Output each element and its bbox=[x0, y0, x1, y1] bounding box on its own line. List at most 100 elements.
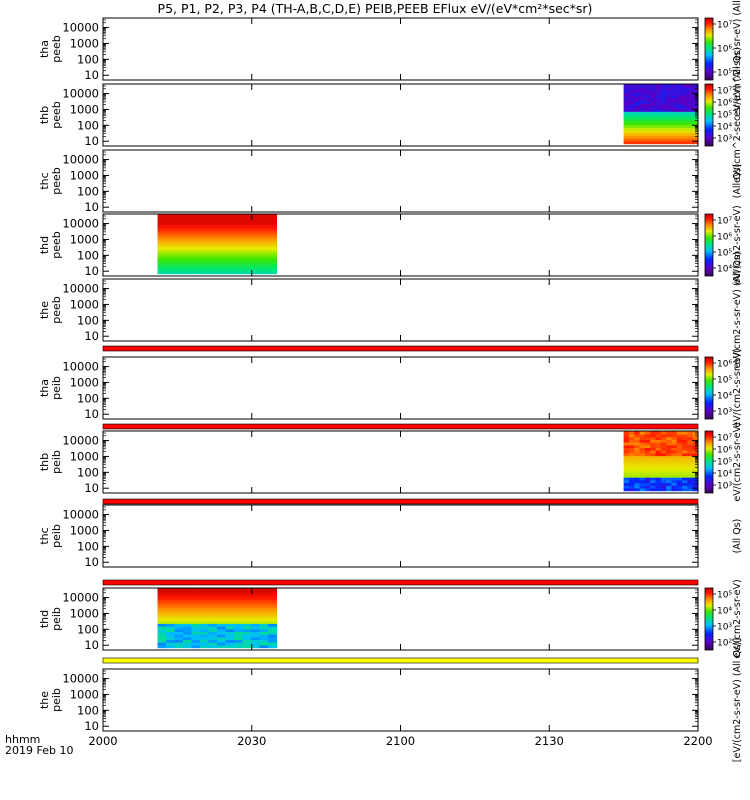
spectrogram-cell bbox=[225, 241, 235, 245]
spectrogram-cell bbox=[660, 89, 667, 93]
spectrogram-cell bbox=[676, 450, 683, 454]
spectrogram-cell bbox=[268, 262, 278, 267]
spectrogram-cell bbox=[639, 442, 646, 446]
spectrogram-cell bbox=[650, 477, 656, 481]
colorbar-tick-label: 10⁵ bbox=[717, 69, 732, 79]
spectrogram-cell bbox=[234, 593, 244, 597]
spectrogram-cell bbox=[644, 436, 651, 440]
spectrogram-cell bbox=[650, 103, 656, 107]
spectrogram-cell bbox=[666, 466, 672, 470]
spectrogram-cell bbox=[666, 463, 672, 467]
spectrogram-cell bbox=[225, 604, 235, 608]
spectrogram-cell bbox=[174, 615, 184, 619]
spectrogram-cell bbox=[217, 249, 227, 253]
spectrogram-cell bbox=[644, 463, 651, 467]
spectrogram-cell bbox=[183, 588, 193, 592]
spectrogram-cell bbox=[623, 485, 630, 489]
spectrogram-cell bbox=[644, 471, 651, 475]
panel-frame bbox=[102, 356, 699, 420]
spectrogram-cell bbox=[225, 636, 235, 641]
spectrogram-cell bbox=[157, 268, 167, 272]
spectrogram-cell bbox=[200, 214, 210, 218]
spectrogram-cell bbox=[655, 466, 662, 470]
spectrogram-cell bbox=[666, 140, 672, 145]
spectrogram-cell bbox=[660, 92, 667, 96]
spectrogram-cell bbox=[157, 636, 167, 641]
spectrogram-cell bbox=[666, 485, 672, 489]
spectrogram-cell bbox=[268, 222, 278, 226]
spectrogram-cell bbox=[671, 92, 678, 96]
spectrogram-cell bbox=[217, 609, 227, 614]
spectrogram-cell bbox=[183, 254, 193, 258]
spectrogram-cell bbox=[251, 241, 261, 245]
spectrogram-cell bbox=[174, 628, 184, 632]
spectrogram-cell bbox=[157, 257, 167, 261]
panel-frame bbox=[102, 17, 699, 81]
spectrogram-cell bbox=[251, 599, 261, 603]
spectrogram-cell bbox=[157, 609, 167, 614]
spectrogram-cell bbox=[623, 97, 630, 102]
spectrogram-cell bbox=[687, 140, 694, 145]
spectrogram-cell bbox=[183, 260, 193, 264]
spectrogram-cell bbox=[166, 227, 176, 232]
spectrogram-cell bbox=[157, 270, 167, 275]
spectrogram-cell bbox=[234, 626, 244, 630]
spectrogram-cell bbox=[650, 124, 656, 128]
spectrogram-cell bbox=[200, 628, 210, 632]
spectrogram-cell bbox=[183, 596, 193, 600]
spectrogram-cell bbox=[623, 127, 630, 131]
spectrogram-cell bbox=[623, 122, 630, 126]
spectrogram-cell bbox=[639, 450, 646, 454]
spectrogram-cell bbox=[666, 455, 672, 459]
spectrogram-cell bbox=[623, 444, 630, 449]
spectrogram-cell bbox=[251, 265, 261, 269]
spectrogram-cell bbox=[644, 439, 651, 443]
spectrogram-cell bbox=[634, 100, 641, 104]
spectrogram-cell bbox=[234, 609, 244, 614]
spectrogram-cell bbox=[671, 471, 678, 475]
spectrogram-cell bbox=[200, 639, 210, 643]
y-tick-label: 1000 bbox=[70, 36, 99, 50]
colorbar-unit-label: eV/(cm^2-sec-sr-eV) (All Qs) bbox=[732, 0, 743, 117]
spectrogram-cell bbox=[682, 116, 688, 120]
spectrogram-cell bbox=[200, 626, 210, 630]
spectrogram-cell bbox=[225, 626, 235, 630]
spectrogram-cell bbox=[623, 450, 630, 454]
spectrogram-cell bbox=[208, 599, 218, 603]
spectrogram-cell bbox=[634, 97, 641, 102]
spectrogram-cell bbox=[687, 122, 694, 126]
spectrogram-cell bbox=[628, 439, 635, 443]
spectrogram-cell bbox=[259, 623, 269, 627]
spectrogram-cell bbox=[623, 87, 630, 91]
spectrogram-cell bbox=[639, 444, 646, 449]
spectrogram-cell bbox=[217, 626, 227, 630]
panel-frame bbox=[102, 278, 699, 342]
spectrogram-cell bbox=[666, 122, 672, 126]
spectrogram-cell bbox=[251, 644, 261, 649]
spectrogram-cell bbox=[682, 122, 688, 126]
spectrogram-cell bbox=[157, 233, 167, 237]
spectrogram-cell bbox=[623, 130, 630, 134]
spectrogram-cell bbox=[644, 111, 651, 115]
spectrogram-cell bbox=[682, 479, 688, 484]
spectrogram-cell bbox=[251, 642, 261, 646]
spectrogram-cell bbox=[157, 241, 167, 245]
spectrogram-cell bbox=[682, 97, 688, 102]
colorbar-gradient bbox=[704, 213, 714, 277]
colorbar-tick-label: 10⁷ bbox=[717, 217, 732, 227]
spectrogram-cell bbox=[650, 130, 656, 134]
spectrogram-cell bbox=[628, 84, 635, 88]
spectrogram-cell bbox=[268, 636, 278, 641]
spectrogram-cell bbox=[655, 111, 662, 115]
spectrogram-cell bbox=[639, 487, 646, 492]
spectrogram-cell bbox=[655, 442, 662, 446]
spectrogram-cell bbox=[655, 89, 662, 93]
spectrogram-cell bbox=[251, 631, 261, 635]
spectrogram-cell bbox=[634, 431, 641, 435]
spectrogram-cell bbox=[242, 599, 252, 603]
spectrogram-cell bbox=[174, 588, 184, 592]
spectrogram-cell bbox=[259, 230, 269, 234]
spectrogram-cell bbox=[628, 431, 635, 435]
spectrogram-cell bbox=[644, 452, 651, 457]
spectrogram-cell bbox=[242, 636, 252, 641]
